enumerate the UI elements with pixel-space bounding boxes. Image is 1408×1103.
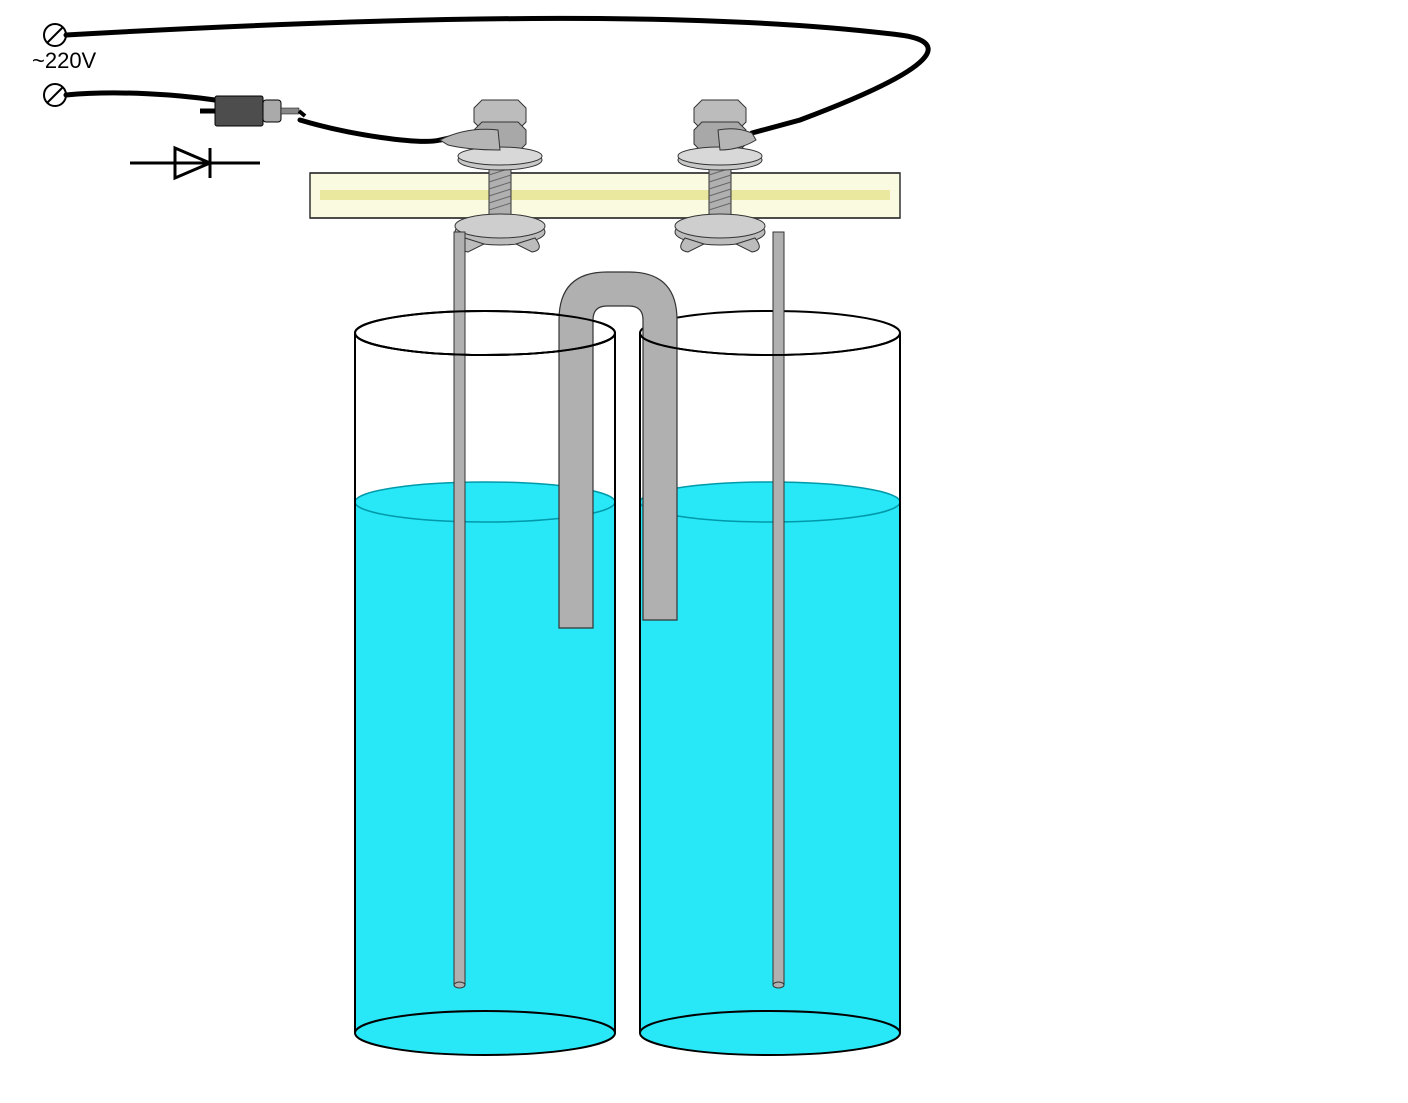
electrode-right: [773, 232, 784, 988]
diagram-canvas: [0, 0, 1408, 1103]
electrode-left: [454, 232, 465, 988]
vessel-right: [640, 311, 900, 1055]
diode-component: [200, 96, 305, 126]
diode-symbol-icon: [130, 148, 260, 178]
bridge-tube: [559, 272, 677, 628]
power-terminal-top: [44, 24, 66, 46]
mounting-plate: [310, 173, 900, 218]
power-terminal-bottom: [44, 84, 66, 106]
voltage-label: ~220V: [32, 48, 96, 74]
water-right: [640, 502, 900, 1055]
